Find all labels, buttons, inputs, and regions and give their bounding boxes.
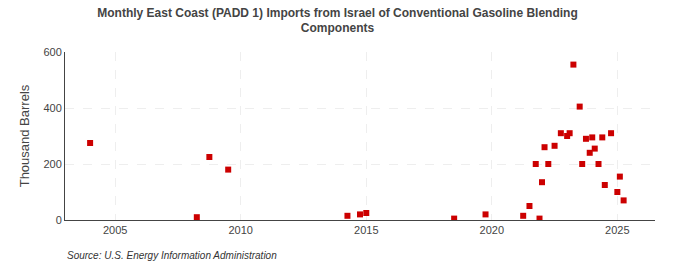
svg-text:200: 200	[43, 158, 61, 170]
svg-text:2010: 2010	[228, 224, 252, 236]
svg-text:0: 0	[56, 214, 62, 226]
svg-text:Source: U.S. Energy Informatio: Source: U.S. Energy Information Administ…	[67, 250, 277, 261]
svg-text:Thousand Barrels: Thousand Barrels	[17, 84, 32, 187]
svg-text:2005: 2005	[103, 224, 127, 236]
svg-text:2020: 2020	[480, 224, 504, 236]
svg-text:Monthly East Coast (PADD 1) Im: Monthly East Coast (PADD 1) Imports from…	[97, 6, 578, 36]
svg-text:600: 600	[43, 46, 61, 58]
svg-text:400: 400	[43, 102, 61, 114]
svg-text:2025: 2025	[605, 224, 629, 236]
svg-text:2015: 2015	[354, 224, 378, 236]
